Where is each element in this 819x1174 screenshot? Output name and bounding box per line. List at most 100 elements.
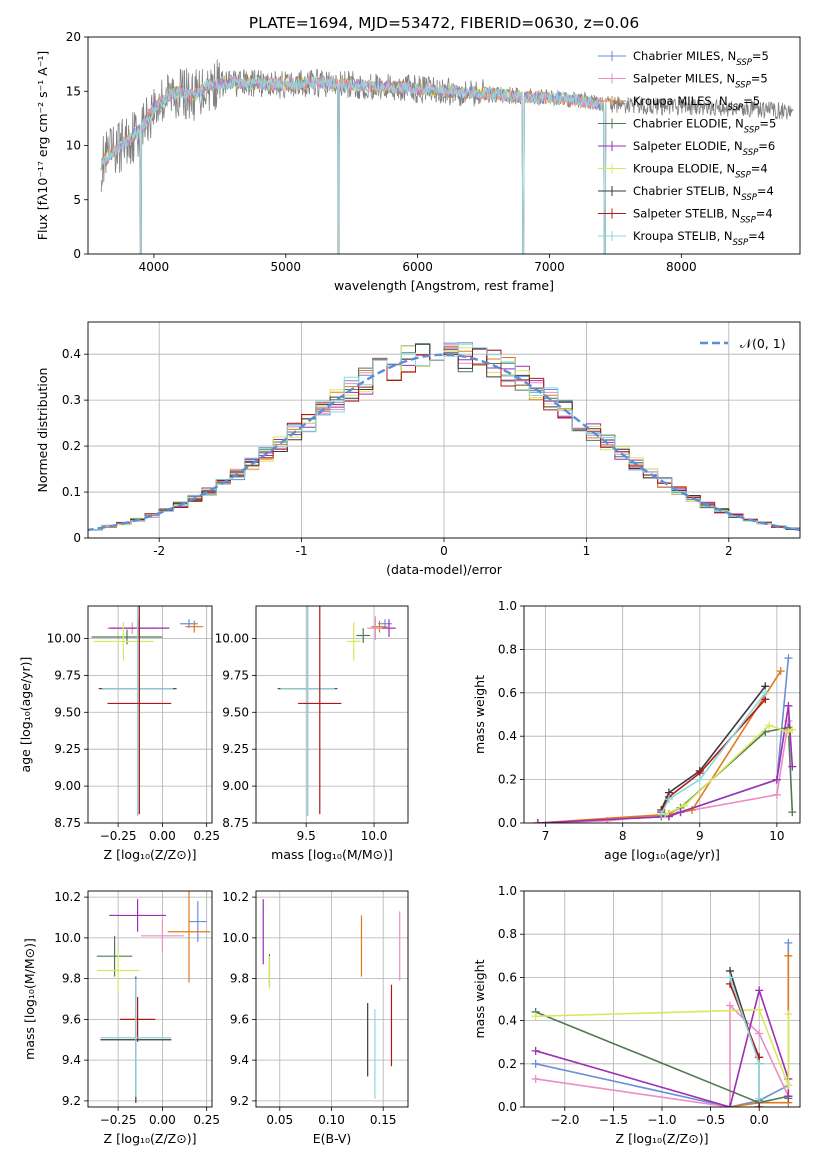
- errorbar-kroupa_miles: [185, 620, 204, 633]
- legend-count: =5: [743, 94, 760, 108]
- y-tick-label: 9.50: [222, 705, 249, 719]
- x-axis-label: Z [log₁₀(Z/Z⊙)]: [616, 1131, 709, 1146]
- x-tick-label: 0.10: [318, 1113, 345, 1127]
- series-line: [537, 658, 790, 823]
- y-tick-label: 20: [66, 30, 81, 44]
- series-marker: [726, 1001, 735, 1010]
- series-marker: [772, 775, 781, 784]
- y-tick-label: 15: [66, 84, 81, 98]
- y-tick-label: 8.75: [222, 816, 249, 830]
- chart-residuals: -2 -1 0 1 2 0 0.1 0.2 0.3 0.4 (data-model)/error No…: [35, 321, 801, 577]
- y-tick-label: 0.0: [498, 1100, 517, 1114]
- y-tick-label: 9.8: [230, 972, 249, 986]
- y-axis-label: mass weight: [472, 959, 487, 1038]
- y-tick-label: 0: [73, 531, 81, 545]
- x-tick-label: −1.0: [647, 1113, 676, 1127]
- histogram-salpeter_elodie: [88, 348, 800, 538]
- legend-count: =4: [748, 229, 765, 243]
- y-tick-label: 9.50: [54, 705, 81, 719]
- y-tick-label: 9.2: [62, 1094, 81, 1108]
- y-tick-label: 10.0: [222, 931, 249, 945]
- y-axis-label: mass [log₁₀(M/M⊙)]: [22, 938, 37, 1060]
- legend-count: =5: [752, 49, 769, 63]
- y-axis-label: mass weight: [472, 675, 487, 754]
- histogram-kroupa_stelib: [88, 343, 800, 538]
- series-line: [535, 1008, 790, 1086]
- errorbar-salpeter_elodie: [382, 619, 396, 637]
- series-line: [664, 724, 793, 816]
- y-tick-label: 0.6: [498, 686, 517, 700]
- y-tick-label: 0.2: [62, 439, 81, 453]
- chart-mass_vs_ebv: 0.05 0.10 0.15 9.2 9.4 9.6 9.8 10.0 10.2 E(B-V): [222, 890, 409, 1146]
- series-salpeter_stelib: [657, 695, 770, 817]
- legend-subscript: SSP: [735, 81, 751, 91]
- y-tick-label: 9.4: [230, 1053, 249, 1067]
- legend-label: Chabrier STELIB, NSSP=4: [633, 184, 774, 203]
- y-axis-label: Flux [fλ10⁻¹⁷ erg cm⁻² s⁻¹ A⁻¹]: [35, 51, 50, 240]
- legend-count: =4: [757, 184, 774, 198]
- legend-item: Salpeter ELODIE, NSSP=6: [598, 139, 775, 158]
- series-line: [660, 698, 766, 813]
- x-tick-label: 2: [725, 544, 733, 558]
- plot-area: [100, 59, 794, 254]
- legend-item: Salpeter MILES, NSSP=5: [598, 72, 768, 91]
- y-tick-label: 9.25: [54, 742, 81, 756]
- errorbar-salpeter_stelib: [298, 606, 342, 815]
- y-tick-label: 10: [66, 139, 81, 153]
- y-tick-label: 10.2: [54, 890, 81, 904]
- x-tick-label: −1.5: [599, 1113, 628, 1127]
- chart-weight_vs_Z: −2.0 −1.5 −1.0 −0.5 0.0 0.0 0.2 0.4 0.6 0.8 1.0 Z […: [472, 884, 801, 1146]
- plot-area: [88, 322, 800, 538]
- x-tick-label: −0.5: [696, 1113, 725, 1127]
- legend-label: Salpeter STELIB, NSSP=4: [633, 207, 773, 226]
- y-tick-label: 9.6: [230, 1012, 249, 1026]
- legend-item: Chabrier STELIB, NSSP=4: [598, 184, 774, 203]
- x-tick-label: 8: [619, 829, 627, 843]
- legend-count: =5: [751, 72, 768, 86]
- x-tick-label: 8000: [666, 260, 697, 274]
- legend-subscript: SSP: [728, 103, 744, 113]
- x-axis-label: Z [log₁₀(Z/Z⊙)]: [104, 847, 197, 862]
- legend-label: Chabrier ELODIE, NSSP=5: [633, 117, 776, 136]
- y-tick-label: 10.0: [54, 931, 81, 945]
- x-tick-label: -1: [296, 544, 308, 558]
- x-tick-label: 0.00: [149, 1113, 176, 1127]
- errorbar-kroupa_miles: [371, 620, 388, 633]
- x-tick-label: -2: [153, 544, 165, 558]
- y-tick-label: 0.6: [498, 970, 517, 984]
- y-tick-label: 9.6: [62, 1012, 81, 1026]
- axes-frame: [255, 890, 409, 1108]
- plot-area: [256, 891, 408, 1107]
- residual-legend: 𝒩(0, 1): [700, 336, 786, 351]
- legend-count: =4: [751, 162, 768, 176]
- series-marker: [755, 1103, 764, 1107]
- errorbar-kroupa_miles: [167, 891, 211, 983]
- y-tick-label: 0.8: [498, 927, 517, 941]
- data-spectrum: [100, 59, 794, 254]
- y-tick-label: 8.75: [54, 816, 81, 830]
- series-chabrier_elodie: [657, 723, 797, 821]
- x-axis-label: age [log₁₀(age/yr)]: [604, 847, 720, 862]
- y-tick-label: 0: [73, 247, 81, 261]
- series-kroupa_stelib: [657, 688, 770, 819]
- plot-area: [88, 606, 212, 823]
- series-marker: [755, 1094, 764, 1103]
- y-axis-label: Normed distribution: [35, 368, 50, 493]
- y-tick-label: 1.0: [498, 884, 517, 898]
- plot-area: [256, 606, 408, 823]
- series-marker: [784, 701, 793, 710]
- series-marker: [755, 1029, 764, 1038]
- series-marker: [657, 810, 666, 819]
- x-tick-label: 0.25: [193, 1113, 220, 1127]
- series-marker: [784, 938, 793, 947]
- x-tick-label: 9: [696, 829, 704, 843]
- errorbar-chabrier_elodie: [96, 935, 133, 977]
- y-tick-label: 9.75: [54, 668, 81, 682]
- y-tick-label: 9.00: [222, 779, 249, 793]
- y-tick-label: 10.00: [47, 631, 81, 645]
- axes-frame: [523, 605, 801, 824]
- y-tick-label: 5: [73, 193, 81, 207]
- legend-label: 𝒩(0, 1): [740, 336, 786, 351]
- y-axis-label: age [log₁₀(age/yr)]: [18, 657, 33, 773]
